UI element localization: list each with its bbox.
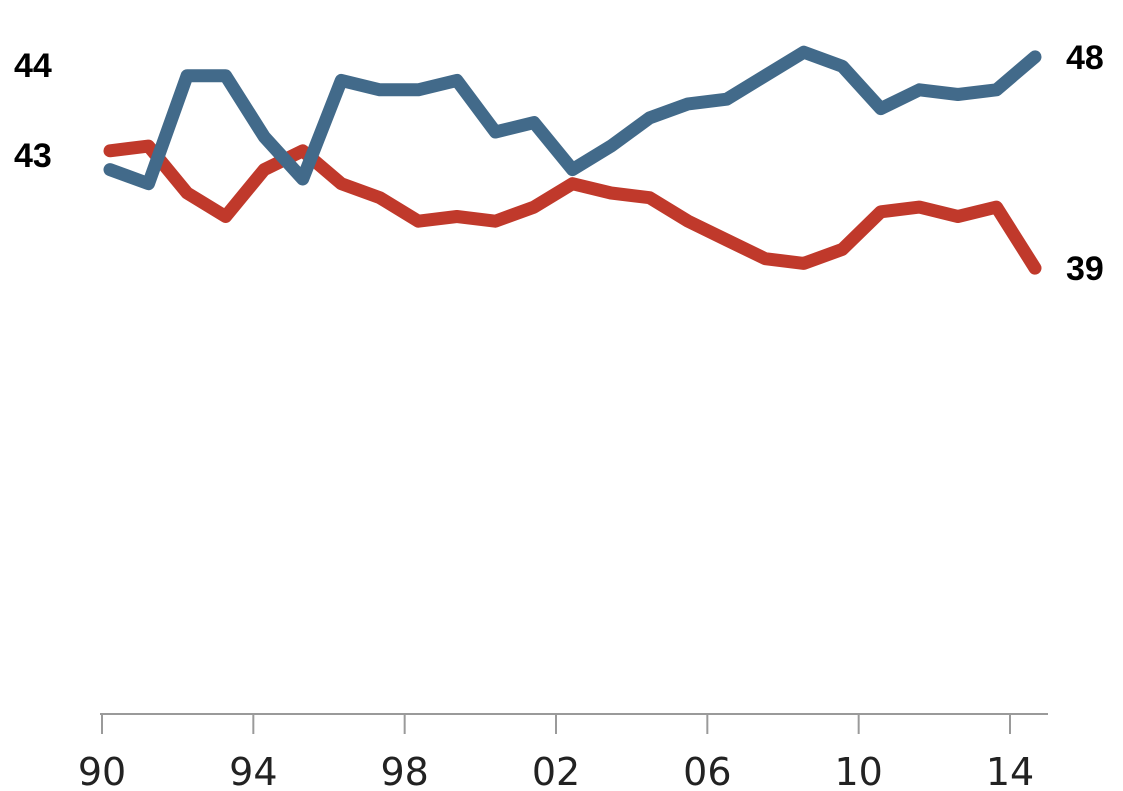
x-tick-label-1: 94 (229, 750, 277, 791)
series-line-0 (103, 45, 1042, 191)
start-label-1: 44 (14, 47, 52, 85)
x-tick-label-4: 06 (683, 750, 731, 791)
x-tick-label-0: 90 (78, 750, 126, 791)
end-label-0: 48 (1066, 39, 1104, 77)
end-labels: 43 48 44 39 (14, 39, 1104, 288)
series-lines (103, 45, 1042, 275)
x-tick-label-5: 10 (834, 750, 882, 791)
start-label-0: 43 (14, 137, 52, 175)
x-tick-label-3: 02 (532, 750, 580, 791)
x-tick-label-2: 98 (380, 750, 428, 791)
end-label-1: 39 (1066, 250, 1104, 288)
x-axis-ticks: 90 94 98 02 06 10 14 (78, 714, 1034, 791)
x-tick-label-6: 14 (986, 750, 1034, 791)
series-line-1 (103, 139, 1042, 275)
